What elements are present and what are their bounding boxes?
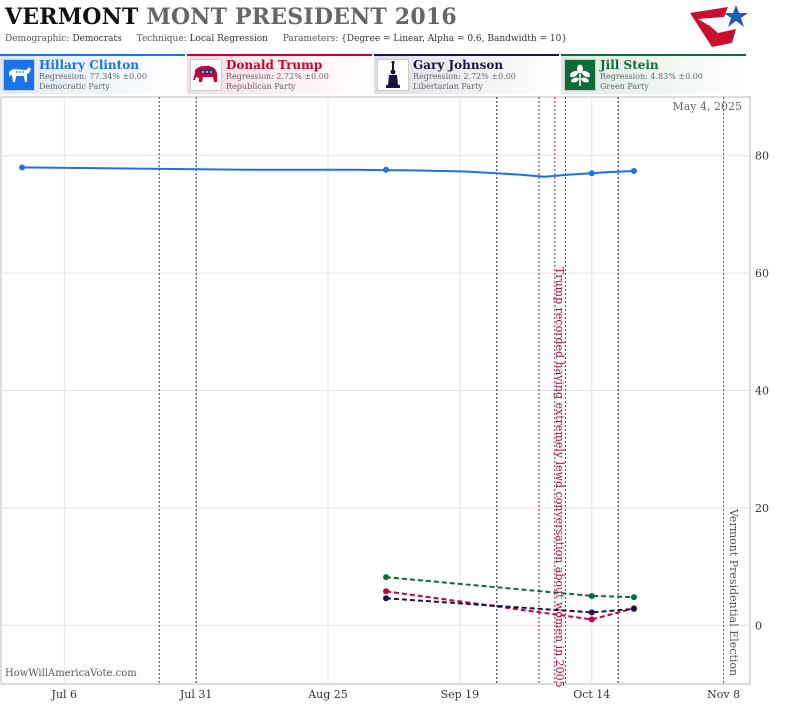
x-tick-label: Aug 25 (307, 688, 348, 701)
x-tick-label: Jul 6 (51, 688, 78, 701)
title-rest: MONT PRESIDENT 2016 (146, 4, 457, 30)
data-point (383, 595, 390, 602)
data-point (383, 574, 390, 581)
data-point (383, 588, 390, 595)
y-tick-label: 60 (755, 267, 769, 280)
candidate-panel-trump: Donald Trump Regression: 2.72% ±0.00 Rep… (187, 54, 372, 94)
candidate-name: Jill Stein (600, 58, 659, 72)
candidate-party: Democratic Party (39, 82, 110, 91)
candidate-party: Republican Party (226, 82, 296, 91)
liberty-icon (377, 59, 409, 91)
demographic-label: Demographic: (5, 34, 70, 44)
x-tick-label: Sep 19 (441, 688, 480, 701)
annotation-label: Trump recorded having extremely lewd con… (553, 267, 566, 688)
series-line (385, 597, 635, 614)
x-tick-label: Nov 8 (707, 688, 740, 701)
series-line (385, 590, 635, 621)
x-tick-label: Jul 31 (179, 688, 213, 701)
data-point (588, 170, 595, 177)
candidate-regression: Regression: 2.72% ±0.00 (226, 72, 329, 81)
candidate-name: Donald Trump (226, 58, 323, 72)
data-point (588, 609, 595, 616)
data-point (588, 616, 595, 623)
donkey-icon (3, 59, 35, 91)
candidate-panel-johnson: Gary Johnson Regression: 2.72% ±0.00 Lib… (374, 54, 559, 94)
data-point (19, 164, 26, 171)
parameters-value: {Degree = Linear, Alpha = 0.6, Bandwidth… (341, 34, 568, 44)
candidate-regression: Regression: 4.83% ±0.00 (600, 72, 703, 81)
y-tick-label: 40 (755, 385, 769, 398)
technique-value: Local Regression (189, 34, 268, 44)
leaf-icon (564, 59, 596, 91)
regression-chart: 0 20 40 60 80 Jul 6 Jul 31 Aug 25 Sep 19 Oct 14 No… (0, 96, 769, 701)
candidate-name: Gary Johnson (413, 58, 504, 72)
demographic-value: Democrats (72, 34, 122, 44)
data-point (630, 167, 637, 174)
y-tick-label: 80 (755, 150, 769, 163)
elephant-icon (190, 59, 222, 91)
annotation-label: Vermont Presidential Election (727, 508, 740, 676)
y-tick-label: 20 (755, 502, 769, 515)
candidate-regression: Regression: 2.72% ±0.00 (413, 72, 516, 81)
site-logo-icon (690, 5, 748, 47)
parameters-label: Parameters: (282, 34, 339, 44)
data-point (383, 166, 390, 173)
candidate-panel-stein: Jill Stein Regression: 4.83% ±0.00 Green… (561, 54, 746, 94)
candidate-panel-clinton: Hillary Clinton Regression: 77.34% ±0.00… (0, 54, 185, 94)
candidate-name: Hillary Clinton (39, 58, 139, 72)
y-tick-label: 0 (755, 619, 762, 632)
series-line (385, 576, 635, 599)
technique-label: Technique: (136, 34, 187, 44)
data-point (588, 592, 595, 599)
title-state: VERMONT (5, 4, 139, 30)
data-point (630, 594, 637, 601)
page-title: VERMONT MONT PRESIDENT 2016 (5, 4, 457, 30)
site-footer: HowWillAmericaVote.com (5, 668, 137, 679)
parameters-line: Demographic: Democrats Technique: Local … (5, 34, 567, 44)
candidate-regression: Regression: 77.34% ±0.00 (39, 72, 147, 81)
candidate-party: Green Party (600, 82, 649, 91)
x-tick-label: Oct 14 (573, 688, 610, 701)
date-label: May 4, 2025 (672, 100, 742, 113)
data-point (630, 605, 637, 612)
candidate-party: Libertarian Party (413, 82, 483, 91)
